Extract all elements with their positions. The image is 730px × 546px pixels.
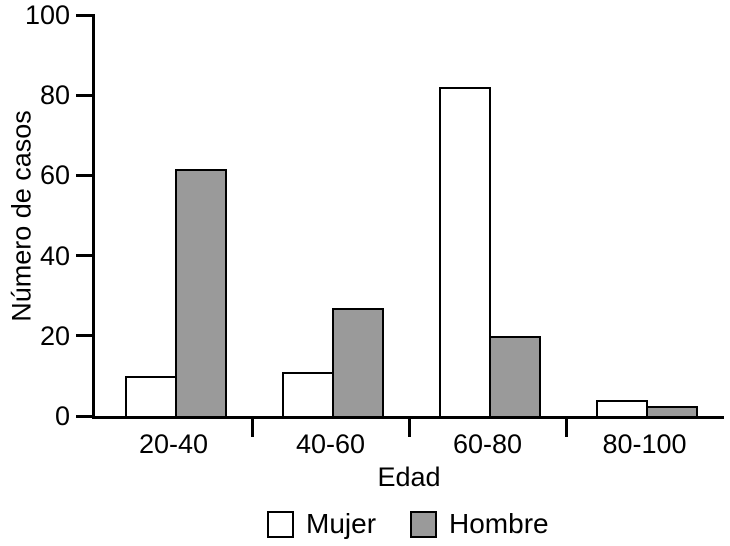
y-tick-mark [76, 93, 95, 97]
x-category-label-4060: 40-60 [295, 429, 366, 459]
legend-item-mujer: Mujer [267, 509, 376, 539]
bar-mujer-4060 [282, 372, 334, 416]
y-axis-title: Número de casos [6, 110, 37, 322]
legend-swatch-hombre [410, 510, 438, 538]
y-tick-label: 0 [54, 401, 70, 431]
y-tick-mark [76, 13, 95, 17]
x-category-label-6080: 60-80 [452, 429, 523, 459]
y-tick-mark [76, 414, 95, 418]
legend-item-hombre: Hombre [410, 509, 549, 539]
bar-mujer-2040 [125, 376, 177, 416]
x-tick-mark [407, 419, 411, 437]
y-tick-label: 100 [24, 0, 70, 30]
y-tick-label: 20 [39, 320, 70, 351]
y-tick-label: 80 [39, 80, 70, 111]
y-tick-label: 40 [39, 240, 70, 271]
bar-hombre-6080 [489, 336, 541, 416]
y-tick-mark [76, 254, 95, 258]
x-category-label-2040: 20-40 [138, 429, 209, 459]
y-tick-label: 60 [39, 160, 70, 191]
bar-hombre-4060 [332, 308, 384, 416]
bar-mujer-6080 [439, 87, 491, 416]
bar-mujer-80100 [596, 400, 648, 416]
legend-label-mujer: Mujer [306, 508, 377, 539]
bar-hombre-2040 [175, 169, 227, 416]
x-axis-title: Edad [377, 462, 441, 492]
y-axis-line [92, 14, 95, 419]
y-tick-mark [76, 173, 95, 177]
legend-swatch-mujer [267, 510, 294, 538]
x-tick-mark [564, 419, 568, 437]
legend: Mujer Hombre [267, 509, 549, 539]
y-tick-mark [76, 334, 95, 338]
legend-label-hombre: Hombre [449, 508, 549, 539]
x-category-label-80100: 80-100 [602, 429, 687, 459]
x-axis-line [92, 416, 724, 419]
bar-hombre-80100 [646, 406, 698, 416]
x-tick-mark [250, 419, 254, 437]
